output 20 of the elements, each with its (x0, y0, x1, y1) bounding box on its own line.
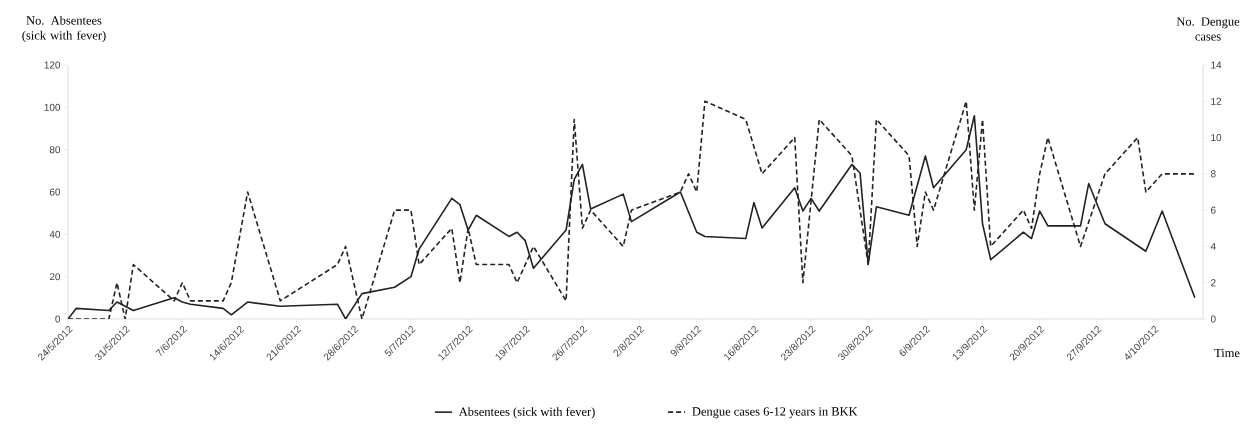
y-tick-label: 20 (49, 273, 61, 281)
y2-axis-title: No. Dengue cases (1176, 17, 1240, 41)
y2-tick-label: 8 (1210, 170, 1216, 178)
y-tick-label: 60 (49, 188, 61, 196)
y-tick-label: 100 (44, 103, 61, 111)
y-tick-label: 120 (44, 61, 61, 69)
legend-label: Dengue cases 6-12 years in BKK (692, 407, 858, 419)
y2-tick-label: 10 (1211, 134, 1222, 142)
y2-tick-label: 6 (1211, 206, 1216, 214)
y-tick-label: 40 (49, 230, 61, 238)
y-tick-label: 80 (49, 146, 61, 154)
x-axis-title: Time (1214, 348, 1240, 358)
legend-label: Absentees (sick with fever) (458, 407, 595, 419)
y-axis-title: No. Absentees (sick with fever) (22, 15, 106, 43)
y-tick-label: 0 (55, 315, 61, 323)
y2-tick-label: 14 (1211, 61, 1222, 69)
y2-tick-label: 2 (1211, 279, 1216, 287)
y2-tick-label: 0 (1210, 315, 1216, 323)
y2-tick-label: 12 (1211, 97, 1222, 105)
y2-tick-label: 4 (1210, 243, 1216, 250)
